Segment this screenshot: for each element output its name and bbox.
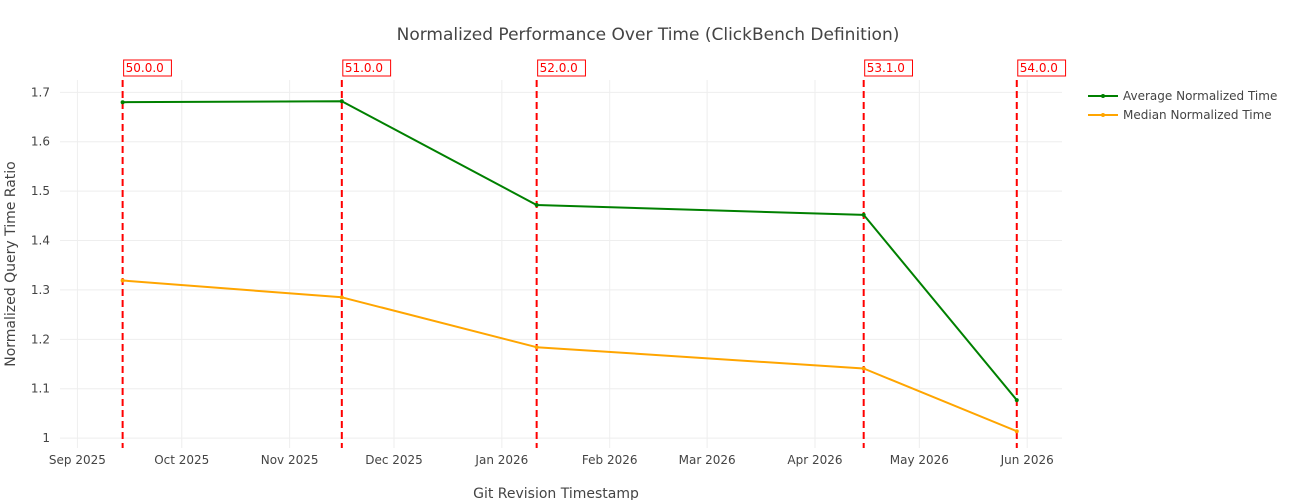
x-tick-label: Oct 2025: [154, 453, 209, 467]
y-tick-label: 1.3: [31, 283, 50, 297]
y-tick-label: 1.1: [31, 382, 50, 396]
release-label-box: [342, 59, 392, 77]
release-label-box: [537, 59, 586, 77]
legend-marker: [1101, 94, 1105, 98]
x-tick-label: Feb 2026: [582, 453, 638, 467]
grid-lines: [60, 80, 1062, 448]
release-label-box: [123, 59, 172, 77]
data-point[interactable]: [861, 366, 866, 371]
y-axis-ticks: 1 1.1 1.2 1.3 1.4 1.5 1.6 1.7: [31, 85, 50, 445]
data-point[interactable]: [120, 278, 125, 283]
legend-marker: [1101, 113, 1105, 117]
release-label: 52.0.0: [540, 61, 578, 75]
series-line-0[interactable]: [122, 100, 1018, 401]
x-tick-label: Nov 2025: [261, 453, 319, 467]
x-tick-label: Apr 2026: [787, 453, 842, 467]
legend-label[interactable]: Median Normalized Time: [1123, 108, 1272, 122]
release-label: 53.1.0: [867, 61, 905, 75]
x-tick-label: Jun 2026: [1000, 453, 1054, 467]
release-label-box: [864, 59, 913, 77]
data-point[interactable]: [339, 295, 344, 300]
data-point[interactable]: [534, 345, 539, 350]
chart-title: Normalized Performance Over Time (ClickB…: [397, 25, 900, 45]
data-point[interactable]: [1014, 429, 1019, 434]
data-point[interactable]: [861, 212, 866, 217]
release-label: 51.0.0: [345, 61, 383, 75]
y-tick-label: 1.7: [31, 85, 50, 99]
series-line-1[interactable]: [122, 279, 1018, 433]
y-tick-label: 1.5: [31, 184, 50, 198]
x-axis-ticks: Sep 2025 Oct 2025 Nov 2025 Dec 2025 Jan 2026…: [49, 453, 1054, 467]
y-tick-label: 1.2: [31, 332, 50, 346]
legend-label[interactable]: Average Normalized Time: [1123, 89, 1277, 103]
x-tick-label: Dec 2025: [365, 453, 423, 467]
data-point[interactable]: [120, 100, 125, 105]
y-tick-label: 1: [42, 431, 50, 445]
y-tick-label: 1.4: [31, 234, 50, 248]
release-label: 54.0.0: [1020, 61, 1058, 75]
y-tick-label: 1.6: [31, 135, 50, 149]
x-tick-label: May 2026: [890, 453, 949, 467]
release-label-box: [1017, 59, 1067, 77]
y-axis-title: Normalized Query Time Ratio: [3, 161, 19, 367]
x-tick-label: Sep 2025: [49, 453, 106, 467]
release-markers: 50.0.0 51.0.0 52.0.0 53.1.0 54.0.0: [121, 59, 1067, 448]
x-tick-label: Mar 2026: [679, 453, 736, 467]
data-point[interactable]: [534, 202, 539, 207]
series-lines: [120, 99, 1019, 434]
x-tick-label: Jan 2026: [474, 453, 528, 467]
legend[interactable]: Average Normalized Time Median Normalized…: [1088, 89, 1277, 122]
x-axis-title: Git Revision Timestamp: [473, 486, 639, 500]
data-point[interactable]: [339, 99, 344, 104]
data-point[interactable]: [1014, 398, 1019, 403]
release-label: 50.0.0: [126, 61, 164, 75]
